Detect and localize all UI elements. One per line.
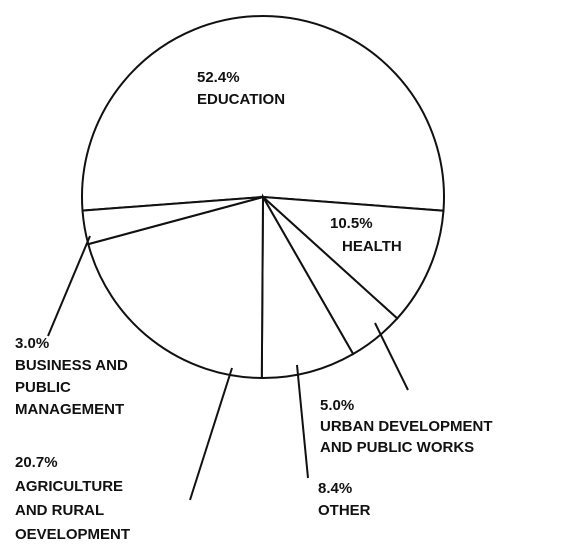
slice-label: AND RURAL xyxy=(15,502,104,519)
slice-label: EDUCATION xyxy=(197,91,285,108)
slice-label: HEALTH xyxy=(342,238,402,255)
pie-slice xyxy=(87,195,265,380)
slice-label: OEVELOPMENT xyxy=(15,526,130,543)
slice-label: BUSINESS AND xyxy=(15,357,128,374)
leader-line xyxy=(296,364,309,479)
value-label: 5.0% xyxy=(320,397,354,414)
pie-slice xyxy=(260,193,355,379)
slice-label: URBAN DEVELOPMENT xyxy=(320,418,493,435)
value-label: 10.5% xyxy=(330,215,373,232)
value-label: 20.7% xyxy=(15,454,58,471)
leader-line xyxy=(47,235,91,337)
pie-slice xyxy=(81,15,445,212)
slice-label: OTHER xyxy=(318,502,371,519)
pie-slice xyxy=(260,195,445,320)
value-label: 8.4% xyxy=(318,480,352,497)
value-label: 52.4% xyxy=(197,69,240,86)
slice-label: AGRICULTURE xyxy=(15,478,123,495)
pie-slice xyxy=(81,196,264,246)
slice-label: AND PUBLIC WORKS xyxy=(320,439,474,456)
leader-line xyxy=(374,322,409,391)
slice-label: MANAGEMENT xyxy=(15,401,124,418)
leader-line xyxy=(189,367,233,501)
slice-label: PUBLIC xyxy=(15,379,71,396)
value-label: 3.0% xyxy=(15,335,49,352)
